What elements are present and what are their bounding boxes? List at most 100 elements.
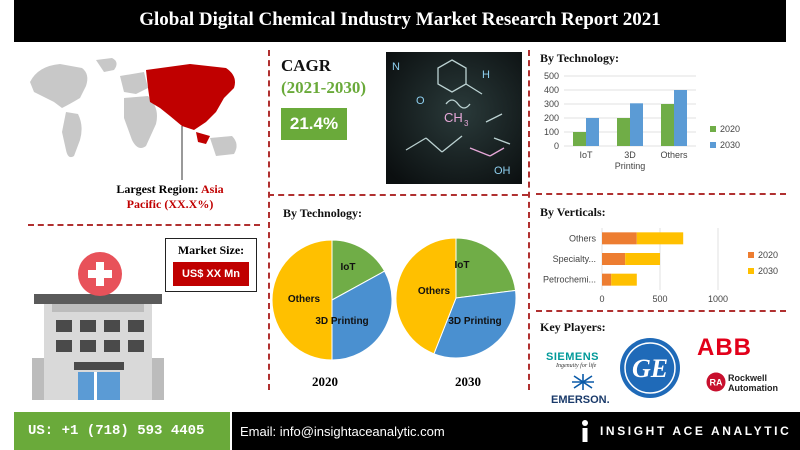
emerson-logo: EMERSON. <box>551 394 610 406</box>
y-tick-label: 400 <box>544 85 559 95</box>
legend-label: 2020 <box>720 124 740 134</box>
y-tick-label: 200 <box>544 113 559 123</box>
rockwell-line2: Automation <box>728 383 778 393</box>
world-map <box>30 58 237 180</box>
pie-label: Others <box>418 286 451 297</box>
hospital-building-icon <box>32 252 164 400</box>
verticals-bar-chart: 0 500 1000 Petrochemi... Specialty... Others 2… <box>543 228 778 304</box>
x-tick-label: 500 <box>652 294 667 304</box>
key-players-title: Key Players: <box>540 320 606 334</box>
bar-2020 <box>602 232 637 245</box>
cagr-label: CAGR <box>281 56 332 75</box>
pies-title: By Technology: <box>283 206 363 220</box>
divider <box>536 193 786 195</box>
x-tick-label: Others <box>660 150 688 160</box>
svg-text:O: O <box>416 95 425 107</box>
pie-slice-iot <box>331 239 386 301</box>
bar-2030 <box>586 118 599 146</box>
svg-text:OH: OH <box>494 165 511 177</box>
bar-2030 <box>636 232 684 245</box>
divider <box>268 50 270 390</box>
pie-label: IoT <box>455 260 470 271</box>
svg-text:CH: CH <box>444 110 463 125</box>
y-tick-label: 300 <box>544 99 559 109</box>
pie-year-2020: 2020 <box>312 374 338 389</box>
pie-slice-others <box>271 239 333 361</box>
bar-2030 <box>674 90 687 146</box>
bar-2030 <box>611 273 637 286</box>
brand-name: INSIGHT ACE ANALYTIC <box>600 424 792 438</box>
asia-pacific-highlight <box>146 64 235 144</box>
legend-swatch <box>710 126 716 132</box>
y-tick-label: Petrochemi... <box>543 275 596 285</box>
legend-label: 2030 <box>720 140 740 150</box>
emerson-emblem-icon <box>572 374 594 390</box>
bar-2020 <box>617 118 630 146</box>
report-title: Global Digital Chemical Industry Market … <box>14 0 786 42</box>
divider <box>28 224 260 226</box>
x-tick-label: 1000 <box>708 294 728 304</box>
legend-label: 2020 <box>758 250 778 260</box>
svg-text:3: 3 <box>464 119 469 128</box>
siemens-logo: SIEMENS <box>546 351 600 363</box>
cagr-period: (2021-2030) <box>281 78 366 97</box>
legend-label: 2030 <box>758 266 778 276</box>
ge-logo-text: GE <box>632 354 668 383</box>
bar-2020 <box>602 253 626 265</box>
bar-2020 <box>573 132 586 146</box>
map-land <box>30 58 237 158</box>
rockwell-logo: Rockwell Automation <box>728 373 778 393</box>
bar-2030 <box>630 103 643 146</box>
legend-swatch <box>748 268 754 274</box>
cagr-value: 21.4% <box>281 108 347 140</box>
legend-swatch <box>710 142 716 148</box>
rockwell-badge-icon: RA <box>706 372 726 392</box>
pie-slice-3d-printing <box>433 289 517 359</box>
divider <box>536 310 786 312</box>
pie-year-2030: 2030 <box>455 374 481 389</box>
technology-bar-title: By Technology: <box>540 51 620 65</box>
footer-bar: Email: info@insightaceanalytic.com INSIG… <box>232 412 800 450</box>
y-tick-label: Specialty... <box>553 254 596 264</box>
svg-text:H: H <box>482 69 490 81</box>
divider <box>268 194 528 196</box>
x-tick-label: Printing <box>615 161 646 171</box>
siemens-tagline: Ingenuity for life <box>556 363 597 369</box>
x-tick-label: 0 <box>599 294 604 304</box>
market-size-box: Market Size: US$ XX Mn <box>165 238 257 292</box>
pie-slice-others <box>395 237 457 355</box>
x-tick-label: IoT <box>579 150 593 160</box>
rockwell-line1: Rockwell <box>728 373 768 383</box>
bar-2020 <box>602 273 612 286</box>
pie-label: Others <box>288 294 321 305</box>
largest-region-value: Asia <box>201 182 224 196</box>
legend-swatch <box>748 252 754 258</box>
divider <box>528 50 530 390</box>
largest-region-value-line2: Pacific (XX.X%) <box>126 197 214 211</box>
pie-label: 3D Printing <box>448 316 501 327</box>
bar-2030 <box>625 253 660 265</box>
market-size-label: Market Size: <box>177 243 245 257</box>
technology-pies: IoT 3D Printing Others IoT 3D Printing Others <box>271 237 517 361</box>
y-tick-label: 500 <box>544 71 559 81</box>
x-tick-label: 3D <box>624 150 636 160</box>
abb-logo: ABB <box>697 334 752 361</box>
pie-slice-iot <box>455 237 517 299</box>
phone-contact: US: +1 (718) 593 4405 <box>14 412 230 450</box>
largest-region-label: Largest Region: <box>116 182 199 196</box>
largest-region: Largest Region: Asia Pacific (XX.X%) <box>100 182 240 212</box>
y-tick-label: Others <box>569 233 597 243</box>
ge-logo: GE <box>620 338 680 398</box>
insightace-logo-icon <box>582 420 588 442</box>
y-tick-label: 100 <box>544 127 559 137</box>
pie-label: 3D Printing <box>315 316 368 327</box>
pie-label: IoT <box>341 262 356 273</box>
bar-2020 <box>661 104 674 146</box>
chemistry-chalkboard-image: CH 3 H N OH O <box>386 52 522 184</box>
svg-text:N: N <box>392 61 400 73</box>
email-contact: Email: info@insightaceanalytic.com <box>240 424 445 439</box>
market-size-value: US$ XX Mn <box>173 262 249 286</box>
y-tick-label: 0 <box>554 141 559 151</box>
verticals-bar-title: By Verticals: <box>540 205 606 219</box>
